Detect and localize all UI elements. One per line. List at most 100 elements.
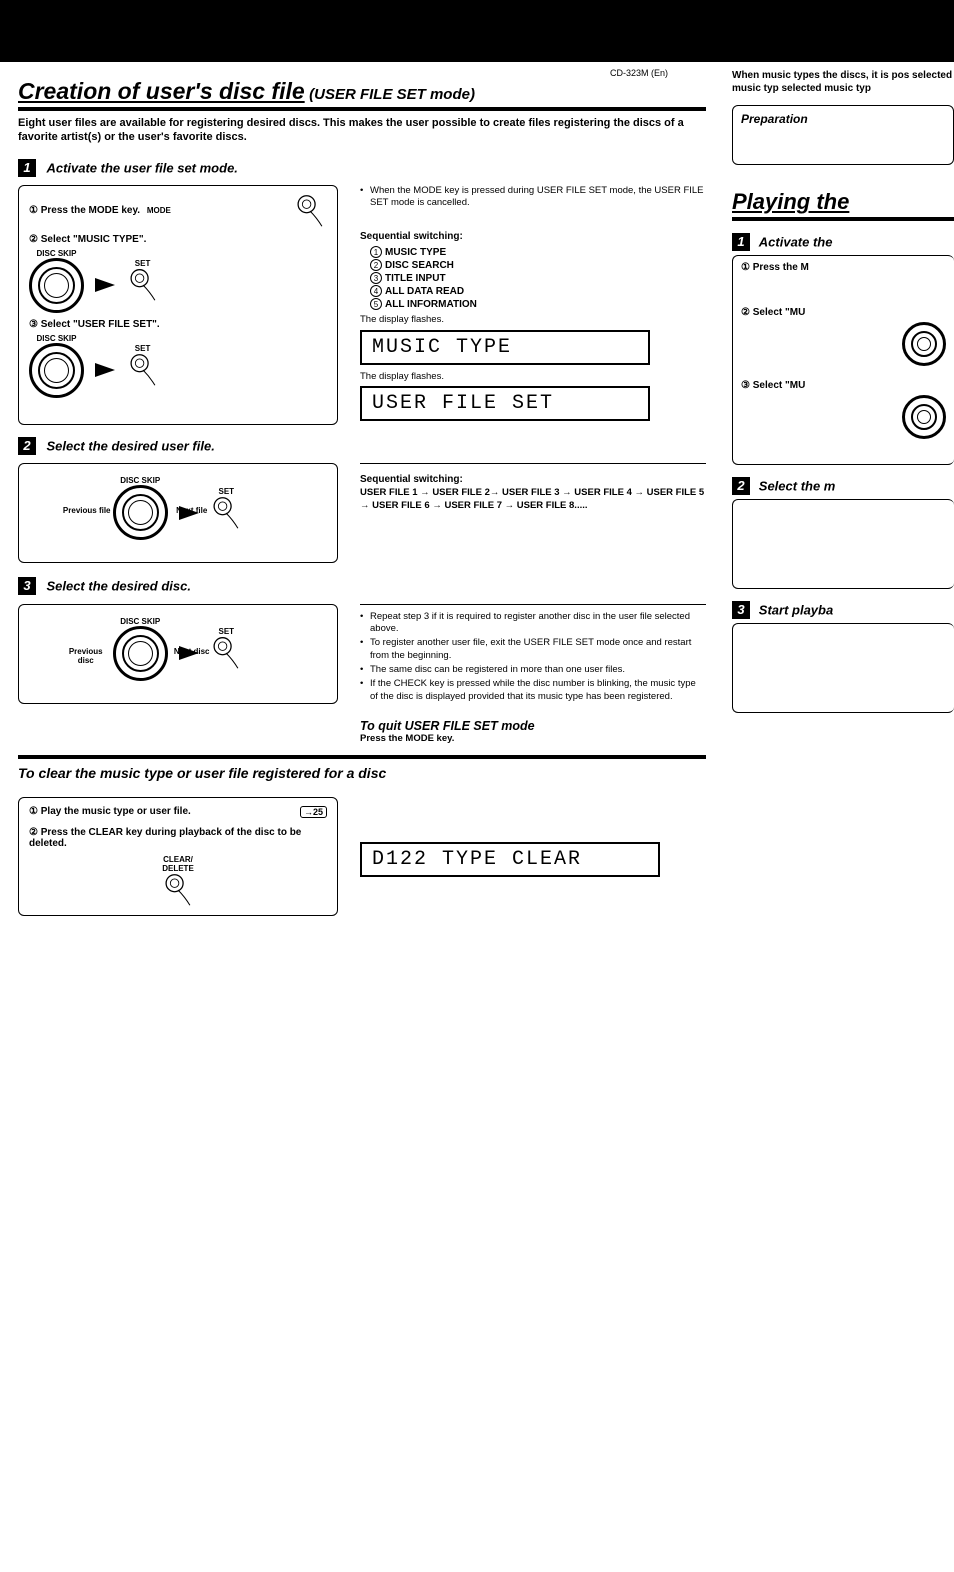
step-2-number: 2	[18, 437, 36, 455]
section-rule	[18, 755, 706, 759]
r1c-num: ③	[741, 380, 753, 391]
title-rule	[18, 107, 706, 111]
step-2-title: Select the desired user file.	[46, 439, 214, 454]
knob-top-label: DISC SKIP	[113, 476, 168, 485]
seq-num: 1	[370, 246, 382, 258]
next-file-label: Next file	[172, 506, 212, 515]
jog-dial-icon	[29, 258, 84, 313]
title-sub: (USER FILE SET mode)	[309, 86, 475, 103]
right-step-3-box	[732, 623, 954, 713]
step-3-title: Select the desired disc.	[46, 579, 191, 594]
seq-list: 1MUSIC TYPE 2DISC SEARCH 3TITLE INPUT 4A…	[370, 246, 706, 310]
clear-key-label: CLEAR/ DELETE	[29, 855, 327, 873]
lcd-display: MUSIC TYPE	[360, 330, 650, 365]
set-label: SET	[209, 627, 243, 636]
step-1a-text: Press the MODE key.	[41, 205, 140, 216]
seq-num: 4	[370, 285, 382, 297]
jog-dial-icon	[113, 485, 168, 540]
jog-dial-icon	[902, 322, 946, 366]
quit-text: Press the MODE key.	[360, 733, 706, 745]
step-2-right: Sequential switching: USER FILE 1 → USER…	[338, 463, 706, 563]
clear-a-label: ①	[29, 806, 41, 817]
hand-press-icon	[126, 268, 160, 302]
display-flashes-label: The display flashes.	[360, 371, 706, 383]
jog-dial-icon	[113, 626, 168, 681]
right-step-2-title: Select the m	[759, 479, 836, 494]
arrow-icon	[95, 278, 115, 292]
step-1-box: ① Press the MODE key. MODE ② Select "MUS…	[18, 185, 338, 425]
seq-item: DISC SEARCH	[385, 260, 454, 271]
page-code: CD-323M (En)	[610, 68, 668, 78]
hand-press-icon	[161, 873, 195, 907]
set-label: SET	[126, 344, 160, 353]
r1b-text: Select "MU	[753, 307, 806, 318]
step-3-bullet: To register another user file, exit the …	[360, 637, 706, 662]
seq-num: 3	[370, 272, 382, 284]
mode-key-label: MODE	[147, 206, 171, 215]
seq-item: ALL DATA READ	[385, 286, 464, 297]
seq-item: TITLE INPUT	[385, 273, 446, 284]
arrow-icon	[95, 363, 115, 377]
clear-title: To clear the music type or user file reg…	[18, 765, 706, 781]
jog-dial-icon	[29, 343, 84, 398]
step-1b-text: Select "MUSIC TYPE".	[41, 234, 147, 245]
seq-switch-title: Sequential switching:	[360, 231, 706, 242]
right-step-3-number: 3	[732, 601, 750, 619]
jog-dial-icon	[902, 395, 946, 439]
step-1a-label: ①	[29, 205, 41, 216]
top-black-bar	[0, 0, 954, 62]
right-step-1-box: ① Press the M ② Select "MU ③ Select "MU	[732, 255, 954, 465]
step-1-number: 1	[18, 159, 36, 177]
page-ref-icon: →25	[300, 806, 327, 818]
knob-top-label: DISC SKIP	[113, 617, 168, 626]
step-3: 3 Select the desired disc. DISC SKIP Pre…	[18, 577, 706, 745]
page-title: Creation of user's disc file (USER FILE …	[18, 78, 706, 105]
step-1-right: When the MODE key is pressed during USER…	[338, 185, 706, 427]
hand-press-icon	[209, 636, 243, 670]
clear-section: To clear the music type or user file reg…	[18, 765, 706, 916]
title-main: Creation of user's disc file	[18, 78, 305, 104]
r1a-text: Press the M	[753, 262, 809, 273]
seq-num: 5	[370, 298, 382, 310]
r1b-num: ②	[741, 307, 753, 318]
step-1-note: When the MODE key is pressed during USER…	[360, 185, 706, 210]
intro-text: Eight user files are available for regis…	[18, 117, 706, 145]
right-step-2: 2 Select the m	[732, 477, 954, 589]
right-step-1: 1 Activate the ① Press the M ② Select "M…	[732, 233, 954, 465]
step-3-bullet: If the CHECK key is pressed while the di…	[360, 678, 706, 703]
display-flashes-label: The display flashes.	[360, 314, 706, 326]
page-ref-num: 25	[313, 807, 323, 817]
knob-top-label: DISC SKIP	[29, 334, 84, 343]
set-label: SET	[126, 259, 160, 268]
seq-item: ALL INFORMATION	[385, 299, 477, 310]
clear-box: ① Play the music type or user file. →25 …	[18, 797, 338, 916]
title-rule	[732, 217, 954, 221]
set-label: SET	[209, 487, 243, 496]
step-1: 1 Activate the user file set mode. ① Pre…	[18, 159, 706, 428]
lcd-display: D122 TYPE CLEAR	[360, 842, 660, 877]
prev-file-label: Previous file	[63, 506, 111, 515]
next-disc-label: Next disc	[172, 647, 212, 656]
step-1c-text: Select "USER FILE SET".	[41, 319, 160, 330]
step-2: 2 Select the desired user file. DISC SKI…	[18, 437, 706, 563]
step-1c-label: ③	[29, 319, 41, 330]
hand-press-icon	[209, 496, 243, 530]
knob-top-label: DISC SKIP	[29, 249, 84, 258]
seq-num: 2	[370, 259, 382, 271]
right-intro: When music types the discs, it is pos se…	[732, 70, 954, 95]
lcd-display: USER FILE SET	[360, 386, 650, 421]
right-column: When music types the discs, it is pos se…	[732, 70, 954, 713]
hand-press-icon	[293, 194, 327, 228]
step-3-bullet: Repeat step 3 if it is required to regis…	[360, 611, 706, 636]
right-step-1-number: 1	[732, 233, 750, 251]
right-step-3: 3 Start playba	[732, 601, 954, 713]
clear-b-text: Press the CLEAR key during playback of t…	[29, 827, 301, 849]
step-3-box: DISC SKIP Previous disc Next disc SET	[18, 604, 338, 704]
playing-title: Playing the	[732, 189, 954, 215]
right-step-2-box	[732, 499, 954, 589]
right-step-1-title: Activate the	[759, 235, 833, 250]
r1a-num: ①	[741, 262, 753, 273]
step-3-right: Repeat step 3 if it is required to regis…	[338, 604, 706, 746]
prev-disc-label: Previous disc	[61, 647, 111, 665]
preparation-box: Preparation	[732, 105, 954, 165]
